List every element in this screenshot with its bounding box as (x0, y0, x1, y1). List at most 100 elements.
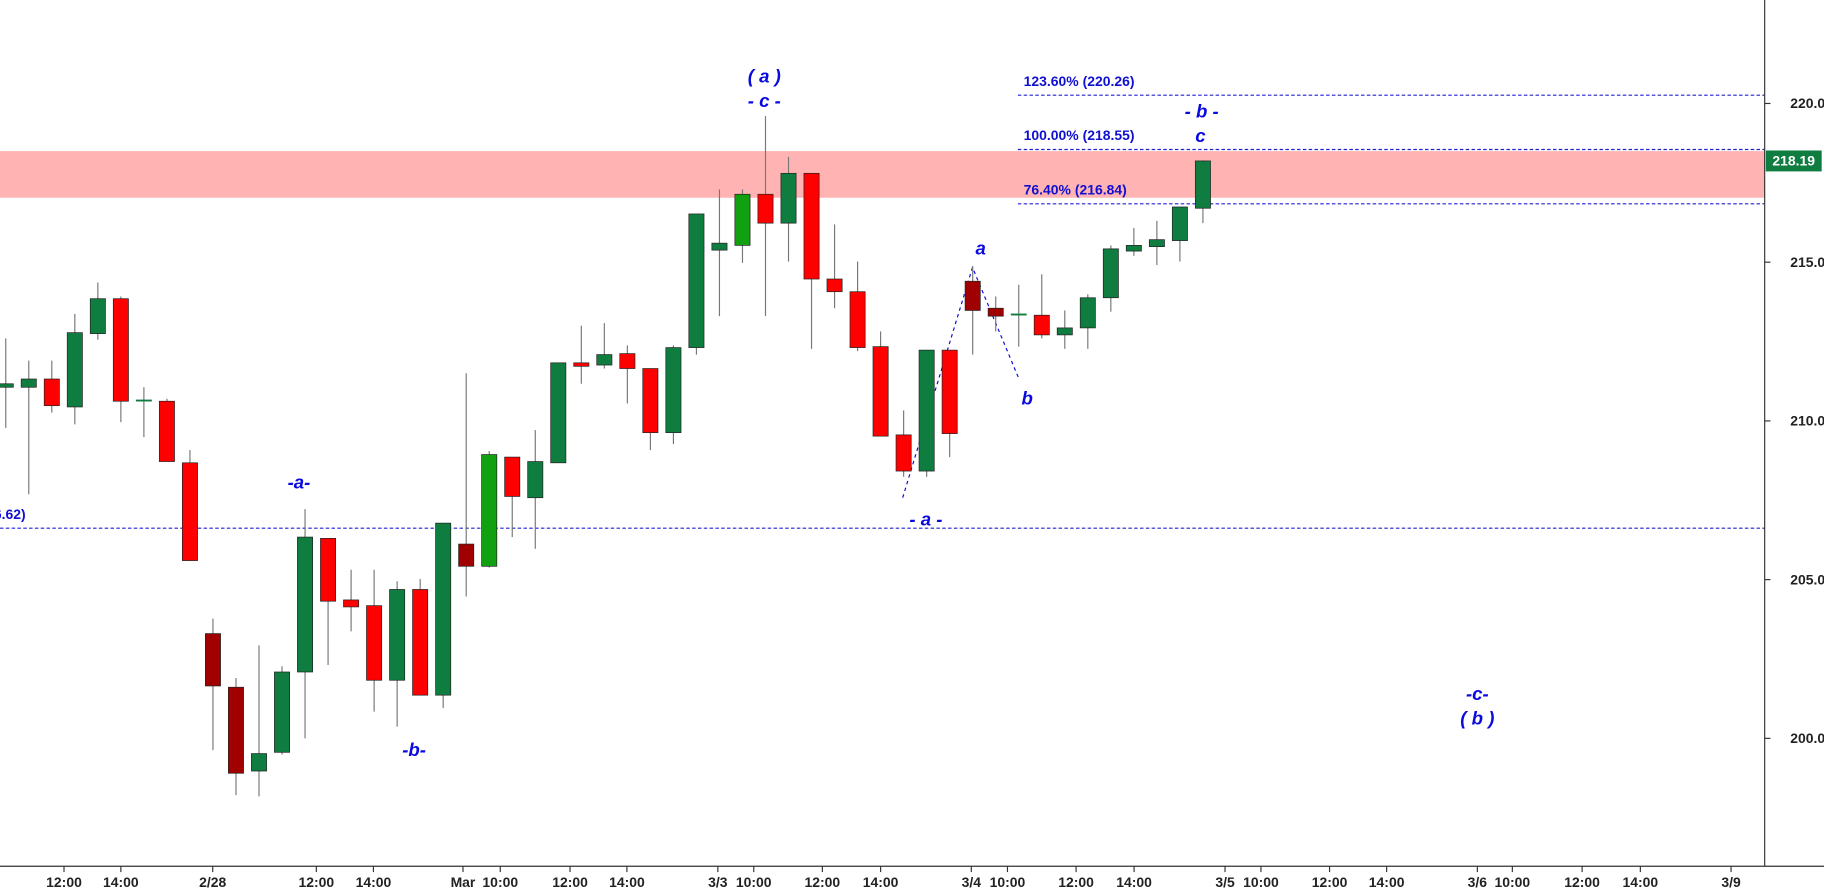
y-tick-label: 215.00 (1790, 254, 1824, 270)
candle-body (1079, 297, 1096, 329)
candle-body (803, 172, 820, 280)
x-tick-label: 3/4 (962, 874, 982, 890)
y-tick-label: 220.00 (1790, 95, 1824, 111)
candle-body (918, 349, 935, 472)
candle-body (251, 753, 267, 772)
last-price-tag (1765, 150, 1822, 172)
candle-body (550, 362, 567, 464)
x-tick-label: 14:00 (863, 874, 899, 890)
candle-body (0, 383, 14, 388)
candle-body (504, 456, 521, 497)
wave-label: -a- (288, 471, 311, 492)
candle-body (320, 538, 337, 602)
x-tick-label: 14:00 (1116, 874, 1152, 890)
candle-body (596, 354, 613, 366)
wave-label: b (1021, 388, 1032, 409)
candle-body (481, 454, 498, 567)
x-tick-label: 14:00 (1369, 874, 1405, 890)
x-tick-label: Mar (451, 874, 476, 890)
level-layer: (206.62) 123.60% (220.26) 100.00% (218.55)… (0, 73, 1765, 529)
candle-body (780, 172, 797, 224)
x-tick-label: 10:00 (1243, 874, 1279, 890)
candle-body (757, 193, 774, 224)
level-label: 100.00% (218.55) (1024, 127, 1135, 143)
x-tick-label: 14:00 (609, 874, 645, 890)
x-tick-label: 12:00 (552, 874, 588, 890)
candle-body (343, 599, 360, 608)
y-tick-label: 200.00 (1790, 730, 1824, 746)
candle-body (297, 536, 313, 673)
candle-body (112, 298, 129, 402)
candle-body (20, 378, 37, 388)
x-tick-label: 12:00 (1564, 874, 1600, 890)
candle-body (1033, 314, 1050, 336)
candle-body (1171, 206, 1188, 241)
level-label: (206.62) (0, 506, 26, 522)
y-tick-label: 205.00 (1790, 571, 1824, 587)
candle-body (527, 461, 544, 499)
candle-body (135, 399, 152, 402)
wave-label: ( b ) (1460, 707, 1494, 728)
wave-label: - c - (748, 90, 781, 111)
x-tick-label: 3/6 (1468, 874, 1488, 890)
annotation-layer: ( a ) - c - -a- -b-a b - a - - b - c -c- ( b ) (288, 66, 1495, 760)
candle-layer (0, 116, 1211, 797)
candle-body (1102, 248, 1119, 299)
wave-label: -b- (402, 739, 426, 760)
candle-body (941, 349, 958, 434)
last-price-label: 218.19 (1772, 153, 1815, 169)
candle-body (642, 368, 659, 434)
wave-label: c (1195, 125, 1206, 146)
x-tick-label: 14:00 (356, 874, 392, 890)
x-tick-label: 10:00 (1495, 874, 1531, 890)
candle-body (964, 280, 981, 311)
candle-body (66, 332, 83, 408)
candle-body (228, 686, 244, 774)
resistance-zone (0, 151, 1765, 198)
candle-body (895, 434, 912, 472)
x-tick-label: 12:00 (1312, 874, 1348, 890)
candle-body (458, 543, 475, 567)
candle-body (987, 307, 1004, 317)
candle-body (1194, 160, 1211, 209)
x-tick-label: 2/28 (199, 874, 226, 890)
wave-label: -c- (1466, 683, 1489, 704)
candle-body (205, 633, 221, 687)
x-tick-label: 3/9 (1721, 874, 1741, 890)
candle-body (435, 522, 452, 696)
wave-label: ( a ) (748, 66, 781, 87)
wave-label: - b - (1185, 100, 1219, 121)
candle-body (274, 671, 290, 753)
x-tick-label: 12:00 (805, 874, 841, 890)
y-tick-label: 210.00 (1790, 413, 1824, 429)
candle-body (849, 291, 866, 348)
candle-body (1010, 313, 1027, 316)
x-tick-label: 14:00 (1623, 874, 1659, 890)
candle-body (181, 462, 198, 561)
x-tick-label: 12:00 (1058, 874, 1094, 890)
candle-body (1148, 239, 1165, 247)
candle-body (711, 242, 728, 251)
x-tick-label: 10:00 (736, 874, 772, 890)
candle-body (366, 605, 383, 681)
candle-body (1056, 327, 1073, 336)
x-tick-label: 10:00 (482, 874, 518, 890)
level-label: 76.40% (216.84) (1024, 181, 1127, 197)
wave-label: - a - (909, 509, 942, 530)
x-tick-label: 12:00 (46, 874, 82, 890)
candle-body (43, 378, 60, 407)
candle-body (734, 193, 751, 246)
axis-layer: 200.00 205.00 210.00 215.00 220.00 12:00 14:00… (46, 95, 1824, 890)
candle-body (412, 589, 429, 696)
candle-body (158, 400, 175, 462)
candle-body (573, 362, 590, 367)
wave-label: a (975, 238, 985, 259)
x-tick-label: 3/3 (708, 874, 728, 890)
candle-body (89, 298, 106, 334)
candle-body (1125, 245, 1142, 252)
x-tick-label: 14:00 (103, 874, 139, 890)
zone-layer (0, 151, 1765, 198)
